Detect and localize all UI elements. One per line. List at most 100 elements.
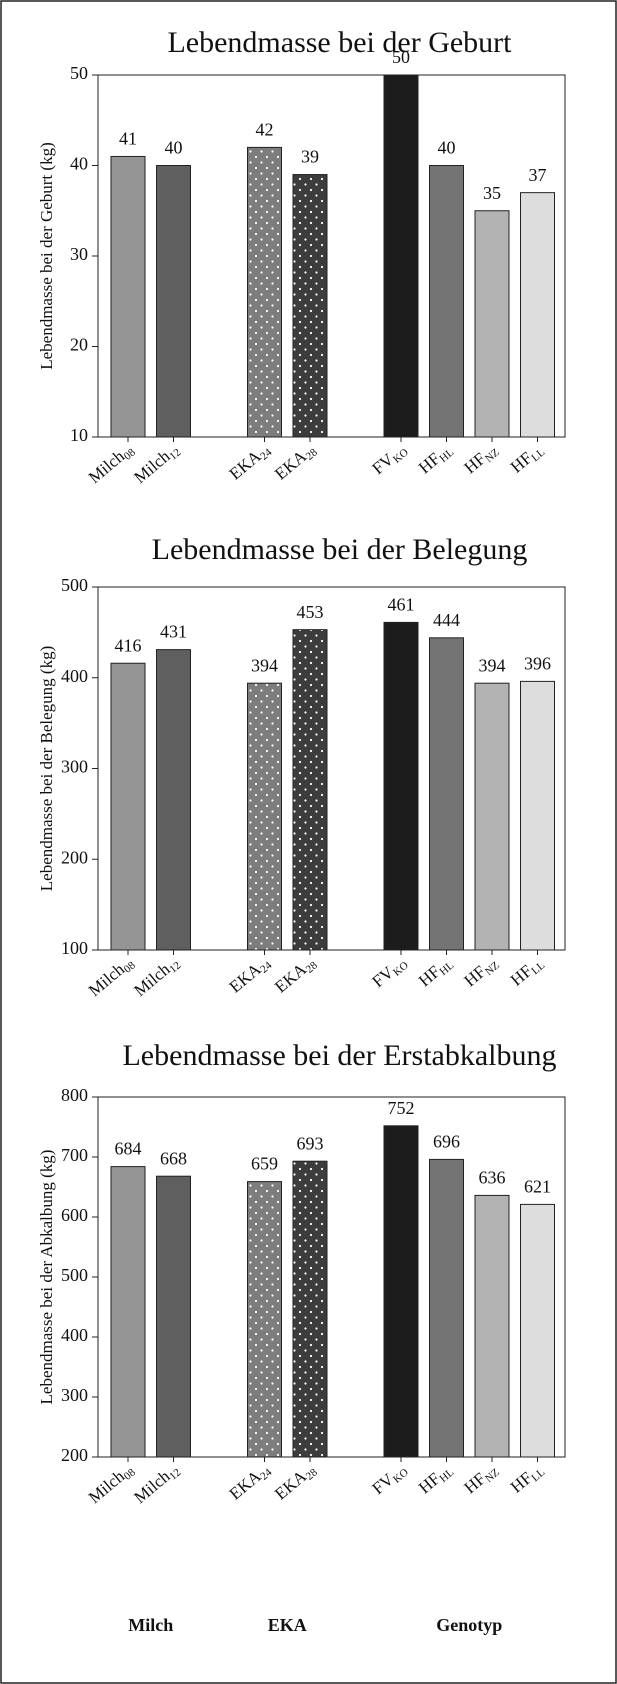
bar bbox=[292, 174, 328, 438]
y-tick-label: 30 bbox=[70, 244, 88, 264]
group-label: Genotyp bbox=[436, 1615, 502, 1635]
bar bbox=[156, 649, 191, 951]
data-label: 394 bbox=[251, 655, 278, 675]
x-tick-label: EKA28 bbox=[271, 439, 320, 485]
bar bbox=[429, 637, 464, 951]
x-tick-label: Milch12 bbox=[130, 440, 183, 489]
y-tick-label: 300 bbox=[61, 1385, 88, 1405]
plot-frame bbox=[97, 586, 566, 951]
x-tick-label: HFNZ bbox=[460, 1459, 502, 1499]
bar bbox=[429, 1158, 464, 1458]
data-label: 696 bbox=[433, 1132, 460, 1152]
bar bbox=[383, 1125, 419, 1458]
x-tick-label: EKA28 bbox=[271, 952, 320, 998]
x-tick-label: HFLL bbox=[507, 1459, 548, 1498]
bar bbox=[110, 662, 146, 951]
y-axis-label: Lebendmasse bei der Belegung (kg) bbox=[37, 646, 56, 891]
y-tick-label: 300 bbox=[61, 757, 88, 777]
y-tick-label: 400 bbox=[61, 1325, 88, 1345]
y-axis-label: Lebendmasse bei der Abkalbung (kg) bbox=[37, 1150, 56, 1405]
data-label: 431 bbox=[160, 622, 187, 642]
y-tick-label: 10 bbox=[70, 425, 88, 445]
x-tick-label: Milch08 bbox=[85, 439, 138, 489]
x-tick-label: HFNZ bbox=[460, 952, 502, 992]
y-tick-label: 500 bbox=[61, 575, 88, 595]
data-label: 40 bbox=[438, 138, 456, 158]
data-label: 684 bbox=[115, 1139, 142, 1159]
chart-title: Lebendmasse bei der Belegung bbox=[152, 533, 528, 566]
data-label: 461 bbox=[388, 595, 415, 615]
data-label: 659 bbox=[251, 1154, 278, 1174]
data-label: 35 bbox=[483, 183, 501, 203]
bar bbox=[156, 165, 191, 438]
y-tick-label: 200 bbox=[61, 847, 88, 867]
data-label: 396 bbox=[524, 654, 551, 674]
data-label: 752 bbox=[388, 1098, 415, 1118]
bar bbox=[474, 1194, 510, 1458]
bar bbox=[110, 155, 146, 438]
data-label: 42 bbox=[256, 120, 274, 140]
group-label: EKA bbox=[268, 1615, 307, 1635]
data-label: 37 bbox=[529, 165, 547, 185]
x-tick-label: HFHL bbox=[415, 1459, 457, 1499]
bar bbox=[292, 629, 328, 951]
x-tick-label: Milch08 bbox=[85, 952, 138, 1002]
data-label: 668 bbox=[160, 1148, 187, 1168]
bar bbox=[247, 146, 282, 438]
data-label: 416 bbox=[115, 635, 142, 655]
y-tick-label: 50 bbox=[70, 63, 88, 83]
plot-frame bbox=[97, 74, 566, 438]
chart-title: Lebendmasse bei der Erstabkalbung bbox=[122, 1039, 556, 1072]
bar bbox=[520, 192, 555, 438]
y-tick-label: 500 bbox=[61, 1265, 88, 1285]
x-tick-label: HFLL bbox=[507, 439, 548, 478]
x-tick-label: HFLL bbox=[507, 952, 548, 991]
x-tick-label: FVKO bbox=[369, 439, 411, 479]
x-tick-label: HFHL bbox=[415, 952, 457, 992]
y-axis-label: Lebendmasse bei der Geburt (kg) bbox=[37, 142, 56, 370]
plot-frame bbox=[97, 1096, 566, 1458]
bar bbox=[383, 74, 419, 438]
x-tick-label: EKA24 bbox=[226, 1459, 275, 1505]
data-label: 621 bbox=[524, 1177, 551, 1197]
x-tick-label: FVKO bbox=[369, 1459, 411, 1499]
y-tick-label: 800 bbox=[61, 1085, 88, 1105]
bar bbox=[156, 1175, 191, 1458]
bar bbox=[247, 682, 282, 951]
data-label: 444 bbox=[433, 610, 460, 630]
bar bbox=[474, 210, 510, 438]
bar bbox=[110, 1166, 146, 1458]
bar bbox=[247, 1181, 282, 1458]
y-tick-label: 100 bbox=[61, 938, 88, 958]
chart-title: Lebendmasse bei der Geburt bbox=[167, 26, 512, 59]
group-label: Milch bbox=[128, 1615, 173, 1635]
y-tick-label: 700 bbox=[61, 1145, 88, 1165]
bar bbox=[383, 621, 419, 951]
data-label: 453 bbox=[297, 602, 324, 622]
bar bbox=[520, 680, 555, 951]
data-label: 636 bbox=[479, 1168, 506, 1188]
x-tick-label: HFHL bbox=[415, 439, 457, 479]
data-label: 39 bbox=[301, 147, 319, 167]
bar bbox=[520, 1203, 555, 1458]
bar bbox=[474, 682, 510, 951]
y-tick-label: 600 bbox=[61, 1205, 88, 1225]
data-label: 40 bbox=[165, 138, 183, 158]
bar bbox=[429, 165, 464, 438]
x-tick-label: EKA24 bbox=[226, 439, 275, 485]
y-tick-label: 20 bbox=[70, 335, 88, 355]
bar bbox=[292, 1160, 328, 1458]
y-tick-label: 400 bbox=[61, 666, 88, 686]
x-tick-label: FVKO bbox=[369, 952, 411, 992]
data-label: 41 bbox=[119, 129, 137, 149]
data-label: 50 bbox=[392, 47, 410, 67]
x-tick-label: Milch12 bbox=[130, 953, 183, 1002]
x-tick-label: HFNZ bbox=[460, 439, 502, 479]
x-tick-label: EKA28 bbox=[271, 1459, 320, 1505]
data-label: 693 bbox=[297, 1133, 324, 1153]
x-tick-label: Milch08 bbox=[85, 1459, 138, 1509]
y-tick-label: 200 bbox=[61, 1445, 88, 1465]
